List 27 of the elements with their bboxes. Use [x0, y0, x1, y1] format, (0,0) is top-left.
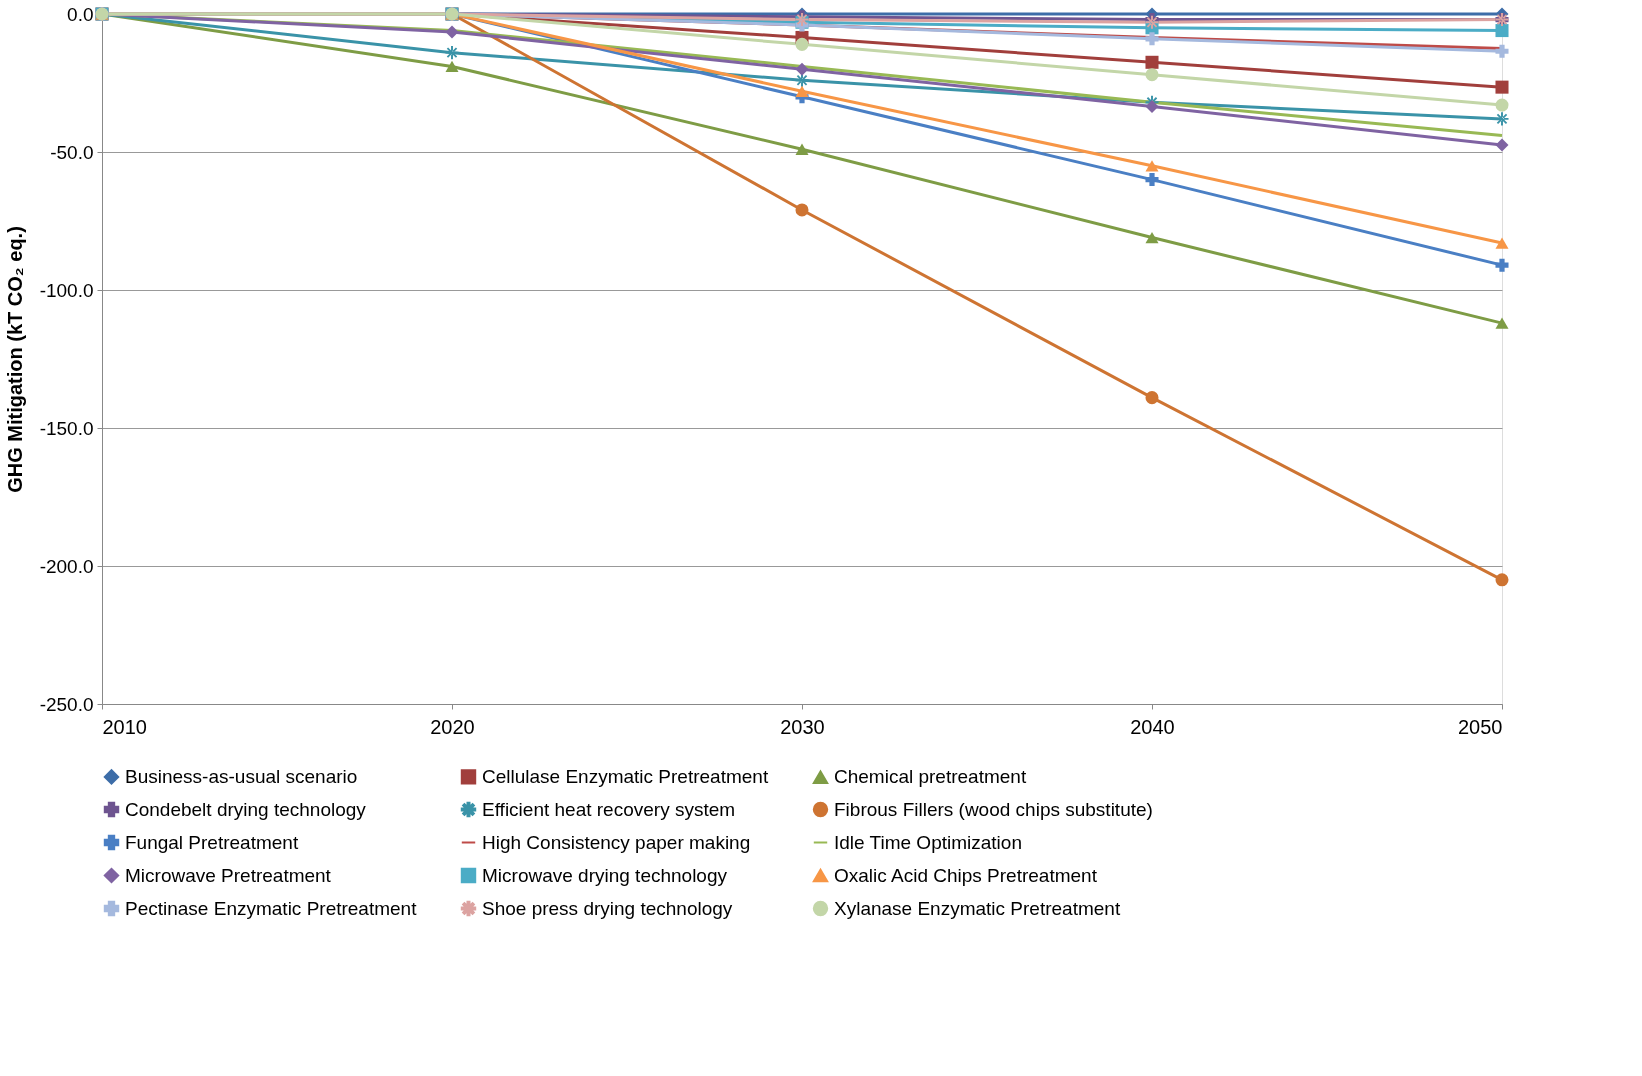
legend-label: Business-as-usual scenario [125, 765, 358, 787]
legend-label: High Consistency paper making [482, 831, 751, 853]
legend-label: Idle Time Optimization [834, 831, 1022, 853]
legend-label: Xylanase Enzymatic Pretreatment [834, 897, 1121, 919]
legend-label: Pectinase Enzymatic Pretreatment [125, 897, 418, 919]
legend-label: Efficient heat recovery system [482, 798, 736, 820]
y-tick-label: -200.0 [39, 555, 94, 577]
y-tick-label: -250.0 [39, 693, 94, 715]
legend-label: Microwave Pretreatment [125, 864, 332, 886]
x-tick-label: 2020 [430, 715, 475, 738]
legend-label: Shoe press drying technology [482, 897, 733, 919]
legend-label: Chemical pretreatment [834, 766, 1027, 788]
legend-label: Condebelt drying technology [125, 798, 367, 820]
y-tick-label: -100.0 [39, 279, 94, 301]
legend-label: Cellulase Enzymatic Pretreatment [482, 765, 769, 787]
y-tick-label: -50.0 [50, 141, 94, 163]
legend-label: Fibrous Fillers (wood chips substitute) [834, 798, 1153, 820]
legend-label: Oxalic Acid Chips Pretreatment [834, 864, 1098, 886]
x-tick-label: 2030 [780, 715, 825, 738]
x-tick-label: 2050 [1458, 715, 1503, 738]
y-axis-title: GHG Mitigation (kT CO₂ eq.) [3, 226, 26, 493]
legend-label: Microwave drying technology [482, 864, 728, 886]
y-tick-label: -150.0 [39, 417, 94, 439]
y-tick-label: 0.0 [67, 3, 94, 25]
x-tick-label: 2010 [102, 715, 147, 738]
legend-label: Fungal Pretreatment [125, 831, 299, 853]
x-tick-label: 2040 [1130, 715, 1175, 738]
